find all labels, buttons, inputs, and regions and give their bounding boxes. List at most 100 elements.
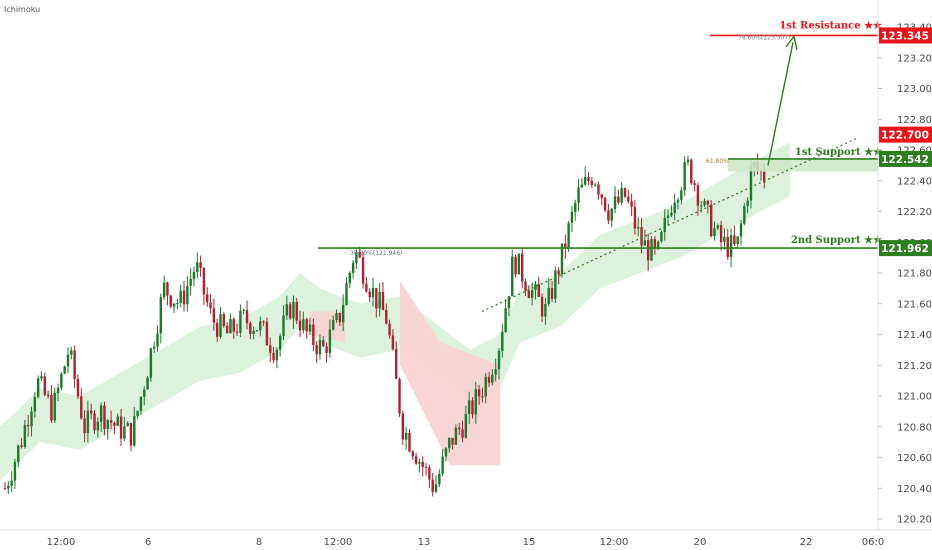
candle-body	[358, 251, 361, 258]
resistance-price-tag: 123.345	[881, 30, 929, 42]
candle-body	[215, 322, 219, 337]
candle-body	[444, 448, 448, 457]
candle-body	[7, 485, 10, 489]
candle-body	[395, 349, 398, 379]
candle-body	[517, 253, 521, 275]
candle-body	[348, 272, 351, 284]
candle-body	[637, 227, 640, 229]
candle-body	[50, 394, 53, 421]
candle-body	[292, 301, 295, 319]
candle-body	[385, 310, 388, 324]
y-tick-label: 122.400	[897, 176, 932, 187]
candle-body	[414, 456, 418, 464]
candle-body	[255, 330, 259, 332]
candle-body	[169, 295, 172, 307]
candle-body	[723, 236, 726, 243]
candle-body	[166, 282, 169, 296]
candle-body	[282, 315, 285, 337]
candle-body	[156, 333, 159, 347]
candle-body	[162, 282, 166, 298]
candle-body	[743, 206, 746, 224]
candle-body	[73, 350, 76, 380]
x-tick-label: 12:00	[47, 537, 76, 548]
candle-body	[172, 303, 176, 307]
candle-body	[696, 185, 700, 206]
candle-body	[119, 416, 123, 439]
candle-body	[763, 171, 766, 183]
candle-body	[361, 257, 365, 284]
y-tick-label: 120.400	[897, 484, 932, 495]
candle-body	[587, 176, 590, 181]
x-tick-label: 12:00	[324, 537, 353, 548]
candle-body	[474, 389, 477, 415]
candle-body	[719, 225, 723, 243]
y-tick-label: 120.600	[897, 453, 932, 464]
candle-body	[298, 320, 302, 331]
support2-label: 2nd Support ★★	[791, 235, 882, 246]
candle-body	[182, 290, 186, 305]
candle-body	[278, 336, 282, 350]
candle-body	[467, 400, 471, 414]
candle-body	[537, 284, 540, 297]
candle-body	[259, 321, 262, 331]
candle-body	[133, 416, 136, 446]
support-zone	[728, 158, 878, 172]
candle-body	[530, 290, 534, 298]
candle-body	[381, 291, 385, 311]
candle-body	[690, 159, 693, 184]
candle-body	[252, 330, 255, 334]
resistance-price-tag-bg	[879, 27, 932, 44]
candle-body	[93, 413, 96, 431]
candle-body	[471, 400, 474, 415]
candle-body	[706, 200, 710, 205]
candle-body	[106, 420, 109, 429]
candle-body	[235, 331, 239, 333]
candle-body	[10, 480, 13, 486]
candle-body	[680, 190, 683, 200]
candle-body	[577, 187, 580, 203]
candle-body	[149, 348, 153, 378]
candle-body	[686, 159, 690, 163]
candle-body	[219, 314, 222, 337]
candle-body	[123, 426, 126, 439]
candle-body	[83, 418, 86, 434]
candle-body	[643, 240, 647, 246]
candle-body	[139, 396, 143, 412]
y-tick-label: 121.200	[897, 361, 932, 372]
candle-body	[116, 416, 119, 426]
candle-body	[275, 349, 279, 361]
candle-body	[593, 184, 597, 186]
target-arrowhead	[785, 34, 798, 51]
candle-body	[650, 238, 653, 261]
candle-body	[454, 427, 458, 445]
candle-body	[152, 346, 156, 349]
candle-body	[713, 228, 716, 237]
candle-body	[322, 340, 325, 347]
fib-label-support2: 38.20%(121.946)	[350, 250, 402, 257]
candle-body	[630, 201, 633, 207]
candle-body	[424, 466, 428, 468]
candle-body	[640, 227, 643, 246]
x-tick-label: 15	[523, 537, 536, 548]
candle-body	[534, 284, 537, 291]
candle-body	[378, 291, 381, 309]
candle-body	[186, 285, 189, 305]
candle-body	[80, 396, 83, 419]
candle-body	[749, 167, 753, 201]
candle-body	[371, 288, 375, 298]
candle-body	[570, 211, 574, 224]
y-tick-label: 120.800	[897, 422, 932, 433]
candle-body	[159, 297, 163, 334]
candle-body	[212, 308, 216, 323]
candle-body	[623, 188, 627, 197]
x-tick-label: 22	[800, 537, 813, 548]
y-tick-label: 121.000	[897, 392, 932, 403]
candle-body	[70, 350, 73, 355]
candle-body	[315, 345, 318, 355]
candle-body	[408, 432, 411, 452]
candle-body	[196, 262, 199, 273]
candle-body	[739, 223, 743, 237]
candle-body	[245, 310, 249, 324]
candle-body	[288, 304, 292, 319]
